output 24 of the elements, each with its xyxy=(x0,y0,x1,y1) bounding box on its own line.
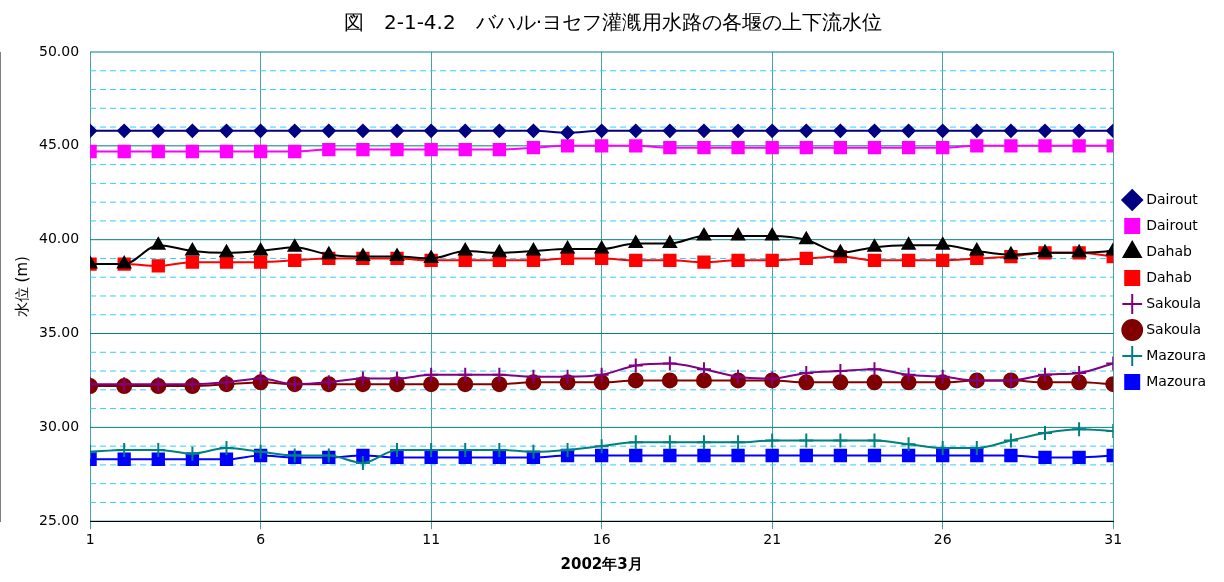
x-tick-label: 26 xyxy=(933,531,952,548)
legend-label: Sakoula xyxy=(1146,320,1202,337)
legend-label: Dairout xyxy=(1146,190,1199,207)
y-tick-label: 50.00 xyxy=(38,42,80,59)
legend-label: Dairout xyxy=(1146,216,1199,233)
legend-label: Mazoura xyxy=(1146,346,1206,363)
y-tick-label: 40.00 xyxy=(38,230,80,247)
x-tick-label: 11 xyxy=(422,531,441,548)
y-tick-label: 45.00 xyxy=(38,136,80,153)
legend-label: Mazoura xyxy=(1146,372,1206,389)
y-tick-label: 30.00 xyxy=(38,418,80,434)
legend-label: Dahab xyxy=(1146,242,1193,259)
x-tick-label: 6 xyxy=(256,531,266,548)
y-tick-label: 25.00 xyxy=(38,511,80,528)
y-tick-label: 35.00 xyxy=(38,324,80,341)
chart-title: 図 2-1-4.2 バハル·ヨセフ灌漑用水路の各堰の上下流水位 xyxy=(343,10,883,35)
legend-label: Sakoula xyxy=(1146,294,1202,311)
x-tick-label: 31 xyxy=(1104,531,1123,548)
x-tick-label: 21 xyxy=(763,531,782,548)
x-tick-label: 1 xyxy=(85,531,95,548)
y-axis-title: 水位 (m) xyxy=(12,256,31,318)
legend-label: Dahab xyxy=(1146,268,1193,285)
x-axis-title: 2002年3月 xyxy=(560,554,643,573)
x-tick-label: 16 xyxy=(592,531,611,548)
